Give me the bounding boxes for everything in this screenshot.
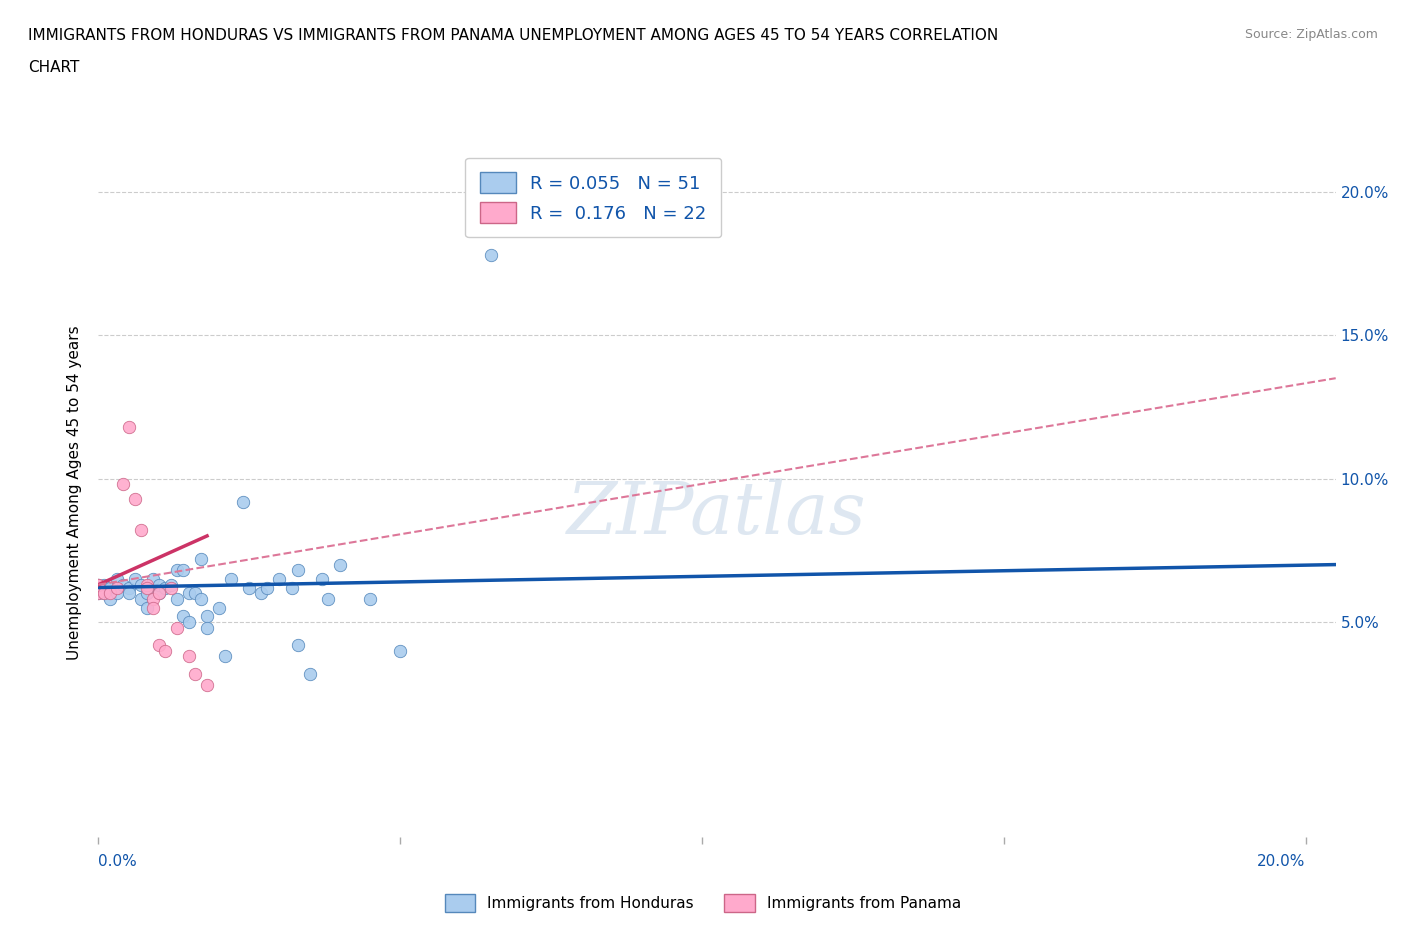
- Point: [208, 600, 231, 615]
- Point: [219, 571, 242, 587]
- Point: [148, 578, 170, 592]
- Point: [124, 491, 146, 506]
- Point: [129, 591, 152, 606]
- Point: [311, 571, 333, 587]
- Point: [190, 551, 212, 566]
- Text: 0.0%: 0.0%: [98, 854, 138, 870]
- Point: [166, 591, 188, 606]
- Point: [153, 644, 176, 658]
- Point: [87, 578, 110, 592]
- Point: [117, 419, 139, 434]
- Point: [148, 637, 170, 652]
- Point: [142, 571, 165, 587]
- Point: [135, 578, 157, 592]
- Point: [87, 586, 110, 601]
- Point: [160, 580, 183, 595]
- Point: [195, 620, 218, 635]
- Point: [256, 580, 278, 595]
- Point: [87, 586, 110, 601]
- Point: [135, 580, 157, 595]
- Point: [135, 600, 157, 615]
- Point: [100, 591, 122, 606]
- Point: [172, 609, 194, 624]
- Point: [184, 586, 207, 601]
- Point: [177, 586, 200, 601]
- Point: [166, 563, 188, 578]
- Point: [250, 586, 273, 601]
- Point: [87, 580, 110, 595]
- Point: [117, 580, 139, 595]
- Y-axis label: Unemployment Among Ages 45 to 54 years: Unemployment Among Ages 45 to 54 years: [67, 326, 83, 660]
- Point: [87, 578, 110, 592]
- Point: [166, 620, 188, 635]
- Text: IMMIGRANTS FROM HONDURAS VS IMMIGRANTS FROM PANAMA UNEMPLOYMENT AMONG AGES 45 TO: IMMIGRANTS FROM HONDURAS VS IMMIGRANTS F…: [28, 28, 998, 43]
- Point: [100, 580, 122, 595]
- Point: [232, 494, 254, 509]
- Text: CHART: CHART: [28, 60, 80, 75]
- Point: [100, 586, 122, 601]
- Point: [142, 600, 165, 615]
- Text: ZIPatlas: ZIPatlas: [567, 478, 868, 549]
- Point: [129, 523, 152, 538]
- Point: [195, 609, 218, 624]
- Point: [105, 571, 128, 587]
- Point: [269, 571, 291, 587]
- Point: [135, 586, 157, 601]
- Point: [214, 649, 236, 664]
- Point: [111, 578, 134, 592]
- Text: Source: ZipAtlas.com: Source: ZipAtlas.com: [1244, 28, 1378, 41]
- Point: [298, 666, 321, 681]
- Point: [142, 591, 165, 606]
- Point: [111, 477, 134, 492]
- Point: [177, 615, 200, 630]
- Point: [148, 586, 170, 601]
- Point: [105, 586, 128, 601]
- Point: [148, 586, 170, 601]
- Point: [93, 586, 115, 601]
- Point: [177, 649, 200, 664]
- Point: [389, 644, 412, 658]
- Point: [287, 637, 309, 652]
- Point: [160, 578, 183, 592]
- Point: [87, 578, 110, 592]
- Text: 20.0%: 20.0%: [1257, 854, 1306, 870]
- Point: [124, 571, 146, 587]
- Point: [280, 580, 302, 595]
- Point: [287, 563, 309, 578]
- Point: [105, 580, 128, 595]
- Point: [190, 591, 212, 606]
- Point: [479, 247, 502, 262]
- Point: [238, 580, 260, 595]
- Point: [316, 591, 339, 606]
- Point: [129, 578, 152, 592]
- Point: [195, 678, 218, 693]
- Point: [172, 563, 194, 578]
- Legend: R = 0.055   N = 51, R =  0.176   N = 22: R = 0.055 N = 51, R = 0.176 N = 22: [465, 158, 721, 237]
- Point: [153, 580, 176, 595]
- Legend: Immigrants from Honduras, Immigrants from Panama: Immigrants from Honduras, Immigrants fro…: [439, 888, 967, 918]
- Point: [329, 557, 352, 572]
- Point: [117, 586, 139, 601]
- Point: [93, 578, 115, 592]
- Point: [184, 666, 207, 681]
- Point: [359, 591, 381, 606]
- Point: [93, 586, 115, 601]
